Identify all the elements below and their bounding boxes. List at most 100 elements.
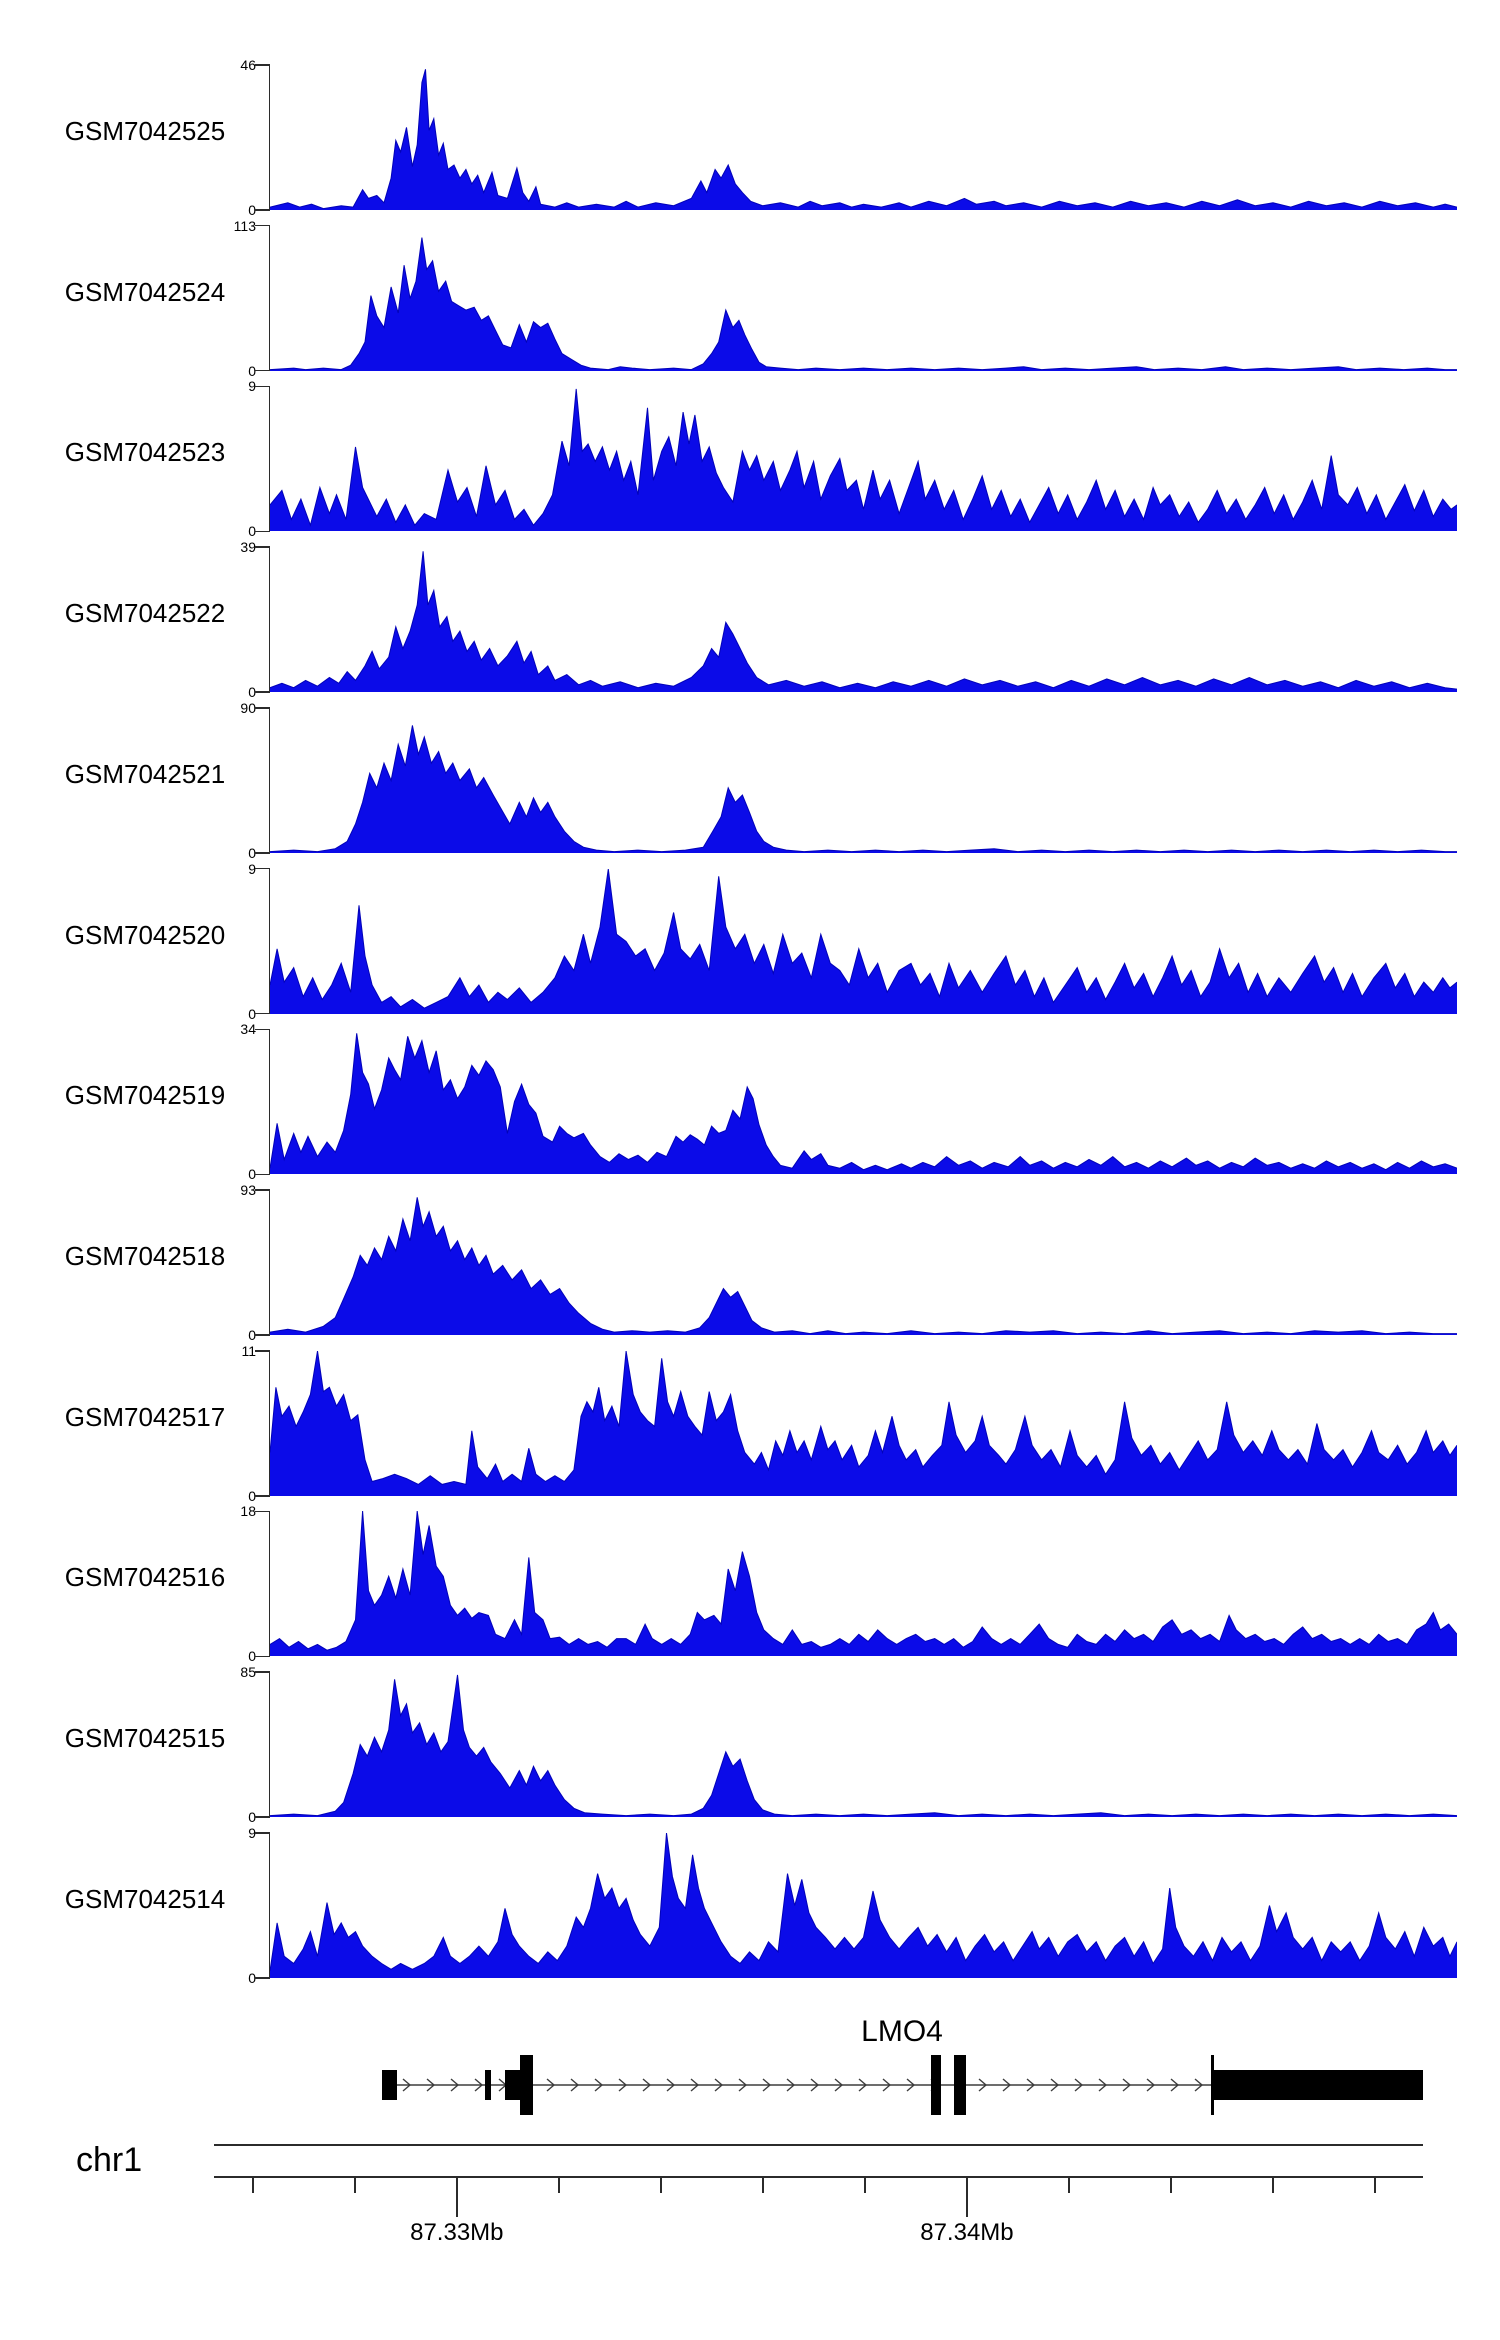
track-y-axis (268, 707, 270, 854)
signal-outline (270, 1832, 1457, 1971)
track-ymax-tick (255, 385, 270, 388)
signal-outline (270, 237, 1457, 370)
track-ymin-value: 0 (248, 1166, 256, 1183)
track-y-axis (268, 1510, 270, 1658)
coverage-signal-GSM7042520 (270, 868, 1457, 1014)
strand-arrow-icon (1002, 2078, 1012, 2092)
axis-baseline (214, 2176, 1423, 2178)
signal-area (270, 389, 1457, 532)
track-ymin-tick (255, 1495, 270, 1497)
signal-outline (270, 1675, 1457, 1817)
signal-area (270, 1350, 1457, 1496)
coverage-signal-GSM7042517 (270, 1350, 1457, 1496)
track-ymax-tick (255, 1189, 270, 1191)
exon-box-cds (954, 2055, 966, 2115)
track-y-axis (268, 867, 270, 1015)
track-ymin-value: 0 (248, 1005, 256, 1022)
track-label-GSM7042518: GSM7042518 (64, 1241, 226, 1272)
axis-major-tick (456, 2177, 458, 2217)
track-y-axis (268, 1832, 270, 1979)
track-label-GSM7042515: GSM7042515 (64, 1723, 226, 1754)
axis-minor-tick (354, 2177, 356, 2193)
exon-box-utr (382, 2070, 397, 2100)
track-ymax-value: 113 (233, 217, 256, 234)
track-label-GSM7042514: GSM7042514 (64, 1883, 226, 1914)
track-ymax-tick (255, 546, 270, 548)
track-ymax-value: 11 (241, 1342, 256, 1359)
track-ymin-tick (255, 691, 270, 693)
coverage-signal-GSM7042515 (270, 1675, 1457, 1818)
axis-minor-tick (558, 2177, 560, 2193)
strand-arrow-icon (786, 2078, 796, 2092)
track-ymin-tick (255, 1173, 270, 1176)
track-ymax-tick (255, 1671, 270, 1673)
coverage-signal-GSM7042524 (270, 237, 1457, 371)
track-ymin-value: 0 (248, 1648, 256, 1665)
strand-arrow-icon (402, 2078, 412, 2092)
signal-outline (270, 551, 1457, 690)
track-label-GSM7042517: GSM7042517 (64, 1401, 226, 1432)
track-ymin-tick (255, 1334, 270, 1336)
track-label-GSM7042525: GSM7042525 (64, 116, 226, 146)
track-ymin-tick (255, 530, 270, 533)
strand-arrow-icon (618, 2078, 628, 2092)
coverage-signal-GSM7042525 (270, 69, 1457, 210)
axis-minor-tick (864, 2177, 866, 2193)
coverage-signal-GSM7042522 (270, 551, 1457, 693)
track-ymax-tick (255, 1028, 270, 1031)
axis-minor-tick (1272, 2177, 1274, 2193)
strand-arrow-icon (1122, 2078, 1132, 2092)
signal-outline (270, 1033, 1457, 1171)
signal-area (270, 237, 1457, 371)
track-ymin-value: 0 (248, 202, 256, 218)
track-ymin-value: 0 (248, 362, 256, 379)
signal-area (270, 1832, 1457, 1978)
strand-arrow-icon (858, 2078, 868, 2092)
strand-arrow-icon (1170, 2078, 1180, 2092)
strand-arrow-icon (762, 2078, 772, 2092)
strand-arrow-icon (666, 2078, 676, 2092)
track-ymin-tick (255, 852, 270, 854)
strand-arrow-icon (882, 2078, 892, 2092)
strand-arrow-icon (570, 2078, 580, 2092)
strand-arrow-icon (426, 2078, 436, 2092)
track-ymax-value: 90 (240, 699, 256, 716)
axis-minor-tick (252, 2177, 254, 2193)
track-ymin-tick (255, 369, 270, 372)
signal-area (270, 551, 1457, 693)
track-ymax-value: 93 (240, 1182, 256, 1199)
axis-upper-line (214, 2144, 1423, 2146)
exon-box-cds (520, 2055, 533, 2115)
signal-outline (270, 868, 1457, 1009)
track-ymax-tick (255, 64, 270, 66)
strand-arrow-icon (642, 2078, 652, 2092)
track-ymin-tick (255, 1977, 270, 1979)
signal-area (270, 1197, 1457, 1336)
track-ymax-tick (255, 1350, 270, 1352)
signal-area (270, 1675, 1457, 1818)
track-ymax-value: 34 (240, 1021, 256, 1038)
track-ymin-value: 0 (248, 844, 256, 861)
coverage-signal-GSM7042521 (270, 725, 1457, 853)
signal-area (270, 69, 1457, 210)
track-ymin-value: 0 (248, 1487, 256, 1504)
coverage-signal-GSM7042523 (270, 389, 1457, 532)
track-label-GSM7042519: GSM7042519 (64, 1080, 226, 1111)
strand-arrow-icon (1098, 2078, 1108, 2092)
strand-arrow-icon (474, 2078, 484, 2092)
track-ymax-value: 18 (240, 1503, 256, 1520)
track-label-GSM7042520: GSM7042520 (64, 919, 226, 950)
strand-arrow-icon (810, 2078, 820, 2092)
track-ymin-tick (255, 1655, 270, 1658)
signal-outline (270, 69, 1457, 210)
exon-box-utr (1214, 2070, 1423, 2100)
chromosome-label: chr1 (76, 2141, 143, 2179)
strand-arrow-icon (978, 2078, 988, 2092)
axis-minor-tick (1170, 2177, 1172, 2193)
strand-arrow-icon (738, 2078, 748, 2092)
track-ymax-tick (255, 224, 270, 227)
signal-outline (270, 1350, 1457, 1485)
exon-box-utr (505, 2070, 520, 2100)
strand-arrow-icon (690, 2078, 700, 2092)
